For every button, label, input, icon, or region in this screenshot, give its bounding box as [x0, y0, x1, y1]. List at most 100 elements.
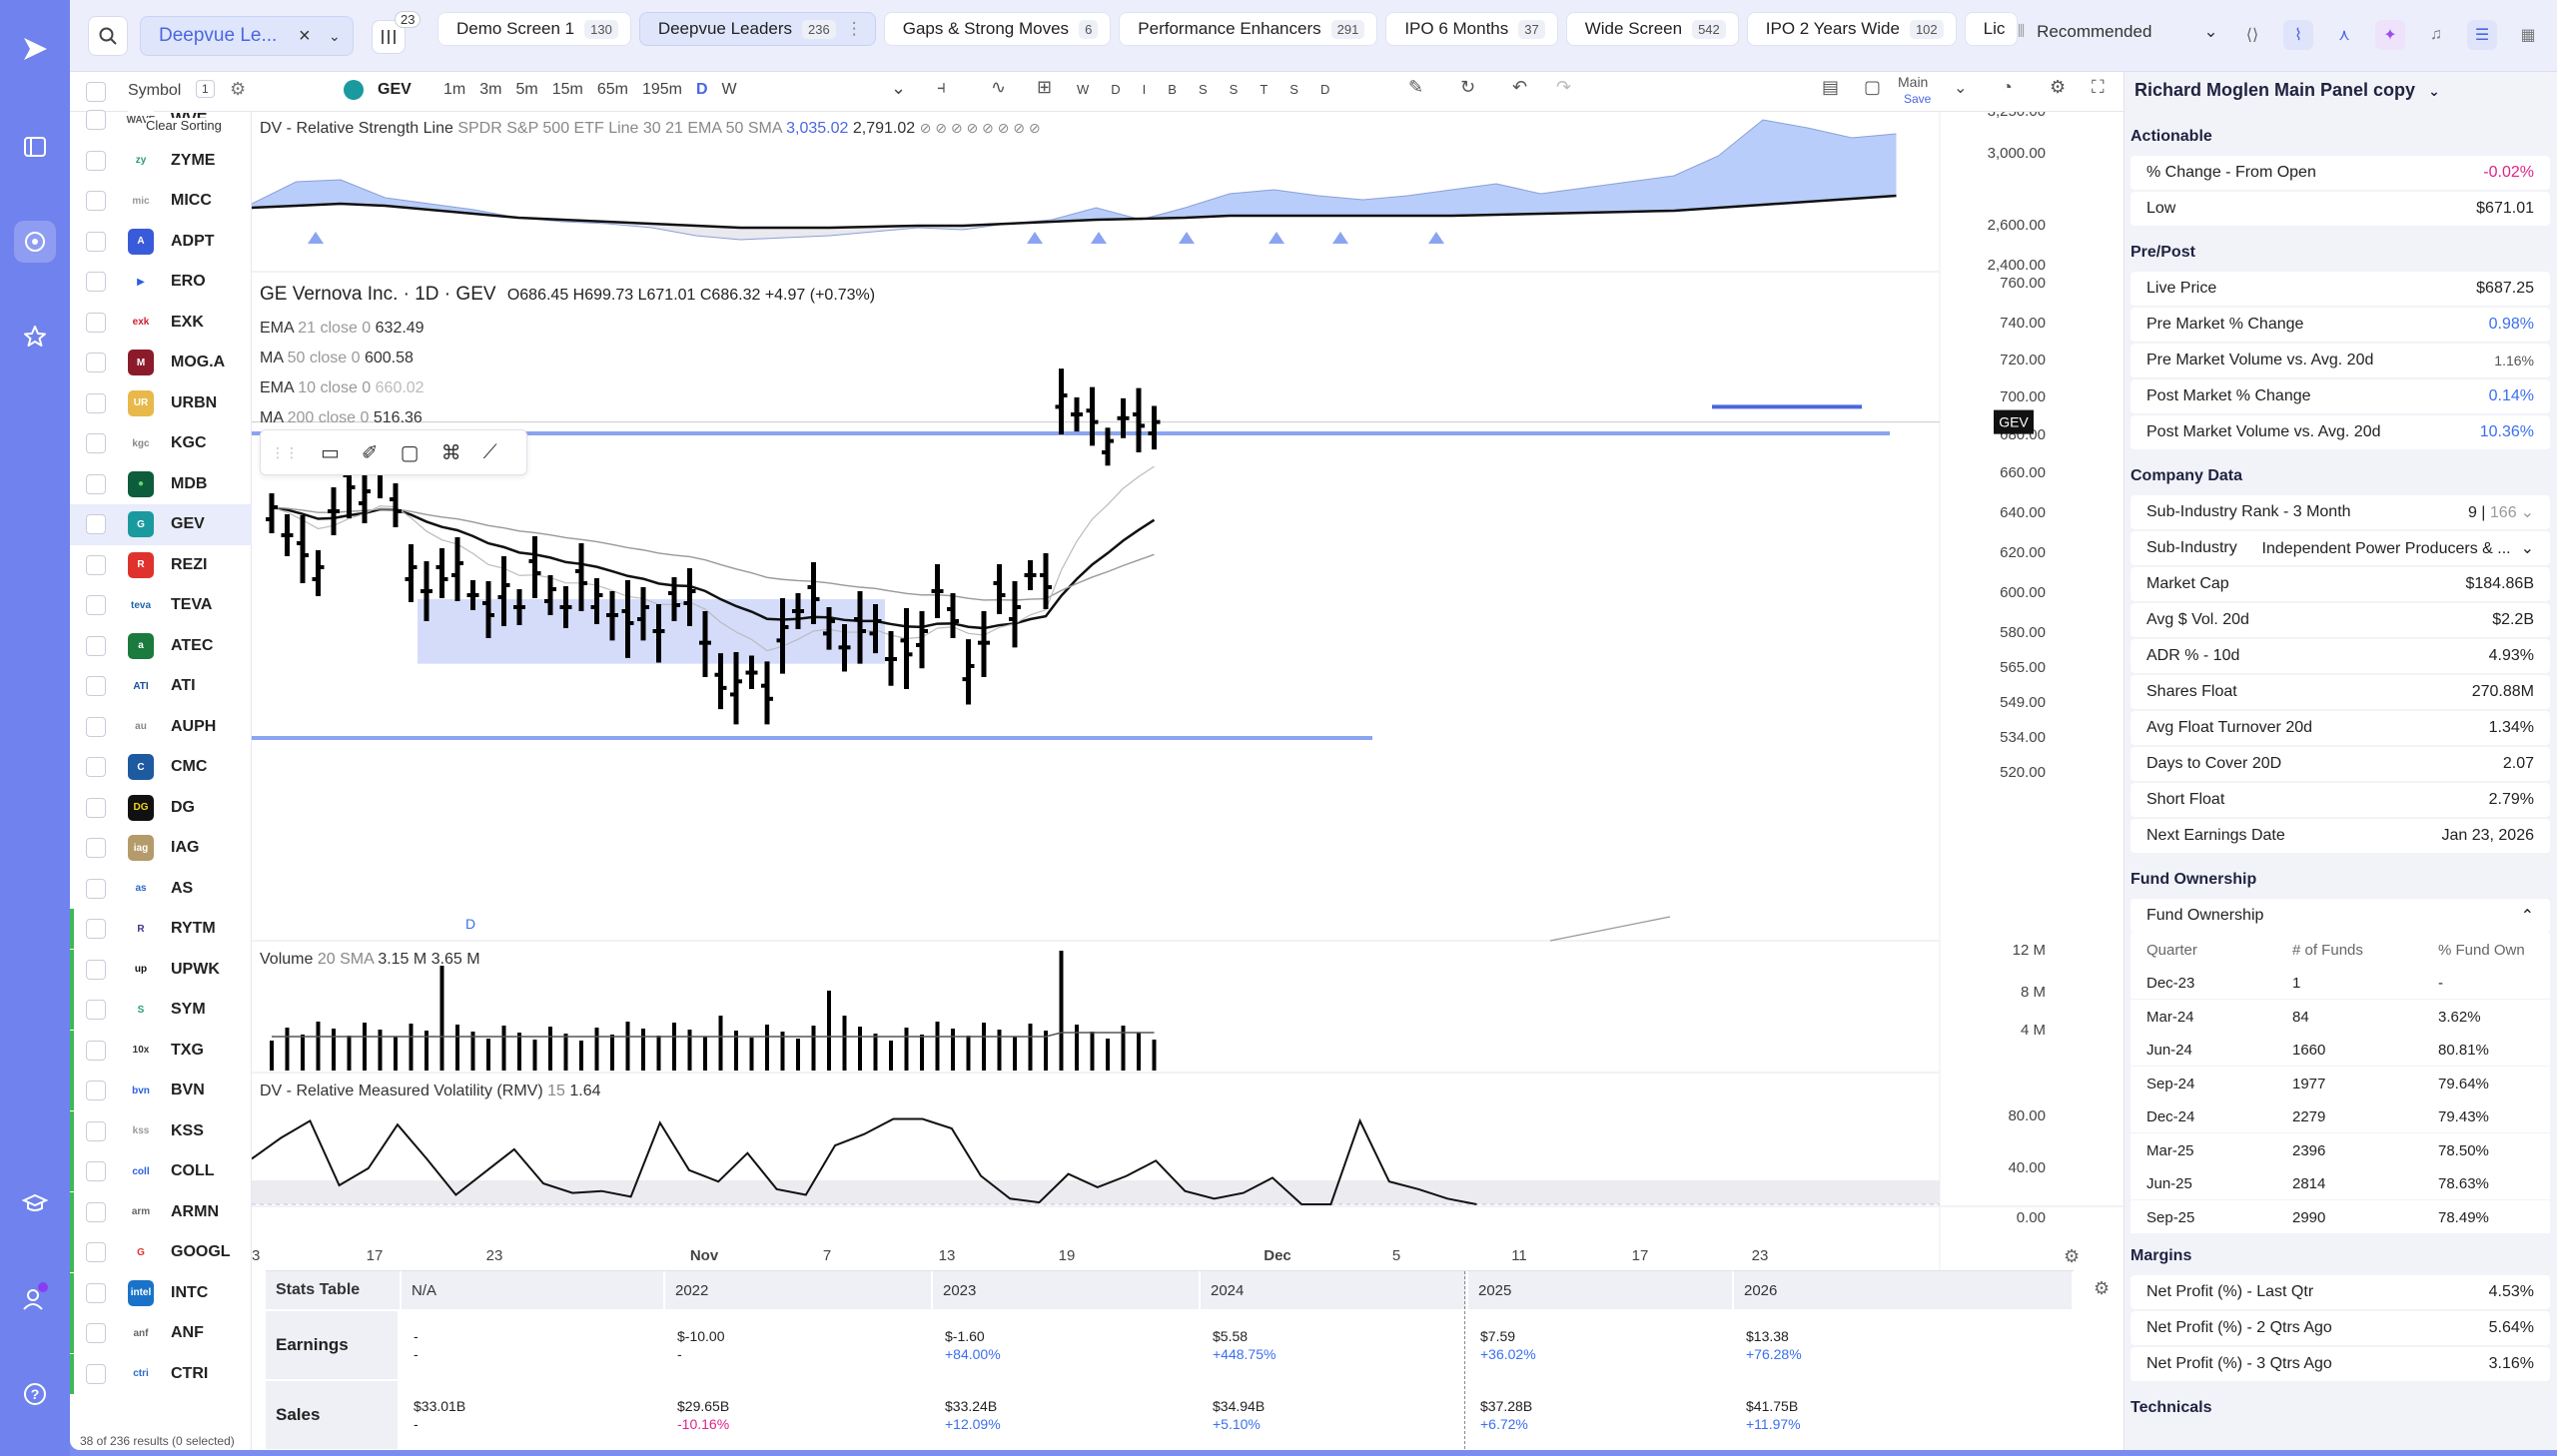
tab-gaps-strong-moves[interactable]: Gaps & Strong Moves 6: [883, 12, 1112, 46]
row-checkbox[interactable]: [86, 878, 106, 899]
list-item[interactable]: kss KSS: [70, 1110, 252, 1152]
rank-value-group[interactable]: 9 | 166 ⌄: [2467, 504, 2534, 521]
rectangle-tool-icon[interactable]: ▭: [321, 441, 340, 464]
list-item[interactable]: A ADPT: [70, 222, 252, 263]
row-checkbox[interactable]: [86, 959, 106, 980]
drag-handle-icon[interactable]: ⋮⋮: [271, 443, 299, 460]
row-checkbox[interactable]: [86, 919, 106, 940]
compare-icon[interactable]: ▤: [1822, 77, 1840, 97]
layout-icon[interactable]: ⊞: [1037, 77, 1053, 97]
layout-save[interactable]: Save: [1904, 92, 1932, 106]
row-checkbox[interactable]: [86, 554, 106, 575]
row-checkbox[interactable]: [86, 1242, 106, 1263]
row-checkbox[interactable]: [86, 1161, 106, 1182]
interval-5m[interactable]: 5m: [515, 81, 538, 98]
list-item[interactable]: ATI ATI: [70, 666, 252, 707]
settings-gear-icon[interactable]: ⚙: [230, 79, 247, 99]
list-item[interactable]: bvn BVN: [70, 1071, 252, 1111]
list-item[interactable]: coll COLL: [70, 1151, 252, 1192]
filter-button[interactable]: 23: [372, 11, 422, 54]
clear-sorting-tooltip[interactable]: Clear Sorting: [146, 118, 222, 133]
row-checkbox[interactable]: [86, 150, 106, 171]
chart-view-icon[interactable]: ⌇: [2283, 20, 2313, 50]
row-checkbox[interactable]: [86, 635, 106, 656]
list-item[interactable]: S SYM: [70, 990, 252, 1031]
alert-icon[interactable]: ◔: [2002, 77, 2013, 97]
layout-name[interactable]: Main: [1898, 74, 1929, 90]
row-checkbox[interactable]: [86, 757, 106, 778]
row-checkbox[interactable]: [86, 473, 106, 494]
bell-icon[interactable]: ♫: [2430, 26, 2442, 43]
tab-wide-screen[interactable]: Wide Screen 542: [1565, 12, 1739, 46]
redo-icon[interactable]: ↷: [1556, 77, 1572, 97]
list-item[interactable]: R REZI: [70, 545, 252, 586]
refresh-icon[interactable]: ↻: [1460, 77, 1476, 97]
period-i[interactable]: I: [1142, 82, 1147, 97]
sort-select[interactable]: ⫴ Recommended ⌄: [2018, 22, 2218, 42]
chart-area[interactable]: 3,250.00 3,000.00 2,600.00 2,400.00 12 M 8 M…: [244, 103, 2124, 1270]
interval-dropdown-icon[interactable]: ⌄: [891, 78, 907, 98]
period-b[interactable]: B: [1168, 82, 1177, 97]
row-checkbox[interactable]: [86, 1040, 106, 1061]
undo-icon[interactable]: ↶: [1512, 77, 1528, 97]
stats-settings-icon[interactable]: ⚙: [2094, 1278, 2111, 1298]
period-d[interactable]: D: [1111, 82, 1121, 97]
interval-15m[interactable]: 15m: [551, 81, 583, 98]
list-item[interactable]: G GEV: [70, 504, 252, 545]
folder-icon[interactable]: ▢: [1864, 77, 1882, 97]
list-item[interactable]: mic MICC: [70, 181, 252, 222]
period-s[interactable]: S: [1289, 82, 1298, 97]
list-item[interactable]: ▶ ERO: [70, 262, 252, 303]
list-view-icon[interactable]: ☰: [2467, 20, 2497, 50]
row-checkbox[interactable]: [86, 110, 106, 131]
interval-1m[interactable]: 1m: [443, 81, 466, 98]
brush-tool-icon[interactable]: ✐: [361, 441, 379, 464]
row-checkbox[interactable]: [86, 1323, 106, 1344]
chart-settings-icon[interactable]: ⚙: [2050, 77, 2067, 97]
row-checkbox[interactable]: [86, 716, 106, 737]
interval-w[interactable]: W: [721, 81, 737, 98]
period-s[interactable]: S: [1229, 82, 1239, 97]
row-checkbox[interactable]: [86, 353, 106, 373]
comment-tool-icon[interactable]: ▢: [400, 441, 420, 464]
tab-lic[interactable]: Lic: [1964, 12, 2019, 46]
list-item[interactable]: kgc KGC: [70, 423, 252, 464]
row-checkbox[interactable]: [86, 312, 106, 333]
scanner-icon[interactable]: ⋏: [2338, 27, 2350, 44]
clear-icon[interactable]: ×: [299, 24, 311, 47]
share-icon[interactable]: ⟨⟩: [2245, 27, 2259, 44]
tab-deepvue-leaders[interactable]: Deepvue Leaders 236 ⋮: [638, 12, 876, 46]
row-checkbox[interactable]: [86, 595, 106, 616]
toolbar-symbol[interactable]: GEV: [378, 81, 412, 98]
sub-industry-row[interactable]: Sub-Industry Independent Power Producers …: [2131, 531, 2550, 565]
indicators-icon[interactable]: ∿: [991, 77, 1007, 97]
bar-style-icon[interactable]: ⫞: [937, 77, 946, 97]
axis-settings-icon[interactable]: ⚙: [2064, 1246, 2081, 1266]
symbol-column-header[interactable]: Symbol: [128, 82, 182, 99]
interval-65m[interactable]: 65m: [596, 81, 628, 98]
row-checkbox[interactable]: [86, 392, 106, 413]
position-tool-icon[interactable]: ⌘: [440, 441, 461, 464]
watchlist-star-icon[interactable]: [14, 316, 56, 358]
interval-3m[interactable]: 3m: [479, 81, 502, 98]
chevron-down-icon[interactable]: ⌄: [1954, 80, 1968, 97]
list-item[interactable]: as AS: [70, 869, 252, 910]
fullscreen-icon[interactable]: ⛶: [2092, 77, 2105, 97]
list-item[interactable]: UR URBN: [70, 383, 252, 424]
list-item[interactable]: G GOOGL: [70, 1232, 252, 1273]
chevron-down-icon[interactable]: ⌄: [329, 27, 341, 44]
list-item[interactable]: ● MDB: [70, 464, 252, 505]
base-box[interactable]: [418, 599, 885, 664]
row-checkbox[interactable]: [86, 1363, 106, 1384]
list-item[interactable]: au AUPH: [70, 707, 252, 748]
interval-195m[interactable]: 195m: [641, 81, 682, 98]
screener-icon[interactable]: [14, 126, 56, 168]
interval-d[interactable]: D: [695, 81, 708, 98]
select-all-checkbox[interactable]: [86, 82, 106, 102]
row-checkbox[interactable]: [86, 433, 106, 454]
list-item[interactable]: teva TEVA: [70, 585, 252, 626]
education-icon[interactable]: [14, 1182, 56, 1224]
period-s[interactable]: S: [1198, 82, 1208, 97]
period-t[interactable]: T: [1260, 82, 1269, 97]
period-w[interactable]: W: [1077, 82, 1090, 97]
